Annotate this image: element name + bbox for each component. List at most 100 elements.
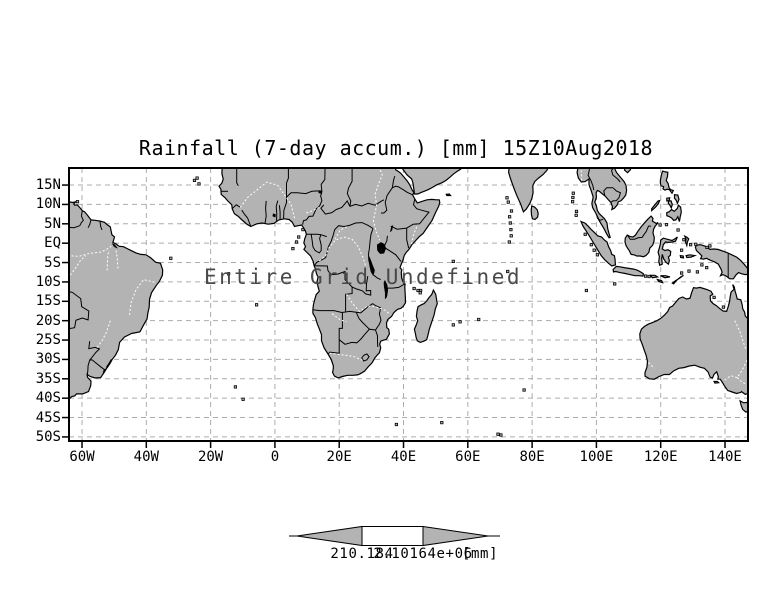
country-border [610,187,622,204]
y-tick-label: 10N [35,196,61,213]
map-layers [69,168,748,441]
landmass [624,215,659,258]
lake [318,190,323,194]
small-island [595,253,600,257]
small-island [522,388,526,392]
landmass [673,194,680,205]
country-border [603,187,614,196]
country-border [392,185,413,196]
country-border [264,200,267,224]
country-border [236,168,239,187]
landmass [656,278,664,284]
small-island [458,320,462,324]
small-island [592,248,596,252]
river [329,352,363,361]
x-tick-label: 20E [326,449,352,465]
x-tick-label: 80E [519,449,545,465]
x-tick-label: 40W [133,449,159,465]
landmass [530,205,539,221]
river [69,255,87,278]
country-border [381,187,393,214]
small-island [195,176,199,180]
country-border [406,228,410,249]
y-tick-label: 15N [35,177,61,194]
small-island [75,200,80,204]
landmass [69,200,164,400]
lake [272,213,276,218]
river [318,236,367,266]
country-border [406,198,430,229]
small-island [613,282,617,286]
country-border [86,359,105,375]
y-tick-label: 15S [35,293,61,310]
small-island [705,245,709,249]
small-island [571,200,575,204]
lake [383,279,389,300]
small-island [440,420,444,425]
landmass [679,254,685,259]
y-tick-label: 5S [44,254,61,271]
small-island [506,269,510,274]
country-border [596,217,604,221]
landmass [694,244,748,280]
country-border [306,233,327,238]
small-island [712,295,716,300]
small-island [695,270,700,274]
lake [102,368,107,374]
lake [111,243,118,249]
small-island [233,385,237,389]
landmass [413,288,438,344]
colorbar-right-label: 2.10164e+06 [373,546,473,562]
x-tick-label: 60W [69,449,95,465]
x-tick-label: 40E [390,449,417,465]
small-island [507,240,511,244]
country-border [391,175,396,188]
river [734,320,747,350]
landmass [651,199,661,212]
small-island [647,274,651,279]
river [69,243,114,257]
y-tick-label: 30S [35,351,61,368]
small-island [192,178,197,182]
x-tick-label: 120E [643,449,678,465]
small-island [676,228,680,232]
small-island [169,256,173,260]
river [411,225,418,245]
y-tick-label: EQ [44,235,61,252]
small-island [680,248,684,252]
y-tick-label: 45S [35,409,61,426]
small-island [197,182,201,186]
landmass [666,197,671,202]
small-island [574,209,579,213]
country-border [79,210,84,226]
country-border [361,353,370,362]
lake [105,359,113,368]
country-border [283,197,287,219]
small-island [254,303,259,307]
landmass [685,254,698,259]
small-island [226,272,231,276]
colorbar-middle-segment [361,526,424,546]
colorbar-unit-label: [mm] [462,546,499,562]
small-island [507,215,512,219]
landmass [649,274,660,279]
country-border [626,225,652,240]
landmass [401,168,463,195]
small-island [241,397,245,401]
small-island [571,191,575,195]
small-island [708,244,712,248]
small-island [301,227,305,232]
small-island [297,235,301,239]
river [115,249,119,269]
small-island [664,222,669,227]
small-island [477,317,481,322]
x-tick-label: 140E [708,449,742,465]
grid-undefined-message: Entire Grid Undefined [203,265,522,289]
small-island [509,227,513,232]
country-border [231,204,241,210]
small-island [571,195,575,200]
small-island [583,232,587,236]
country-border [87,219,92,228]
country-border [356,303,373,314]
y-tick-label: 25S [35,332,61,349]
